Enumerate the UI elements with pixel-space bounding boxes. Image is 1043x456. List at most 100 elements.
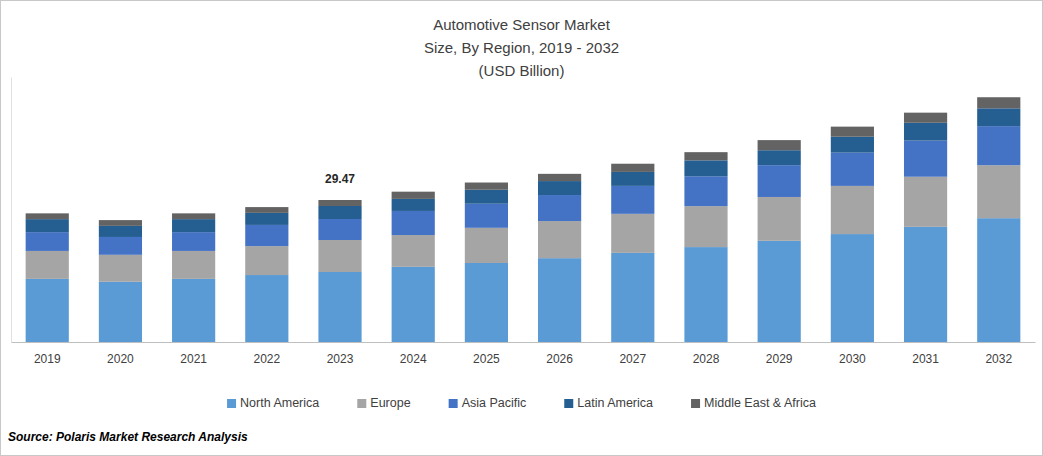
bar-segment (904, 113, 947, 123)
x-tick-label: 2032 (985, 352, 1012, 366)
x-tick: 2032 (985, 352, 1012, 366)
bar-segment (684, 152, 727, 160)
bar-segment (831, 186, 874, 234)
bar-segment (26, 219, 69, 232)
bar-segment (172, 213, 215, 219)
x-tick-label: 2023 (327, 352, 354, 366)
bar-segment (26, 232, 69, 251)
bar-segment (172, 219, 215, 232)
legend-swatch (564, 399, 573, 408)
x-axis: 2019202020212022202320242025202620272028… (12, 343, 1036, 366)
legend-item: Europe (357, 396, 410, 410)
bar-segment (465, 263, 508, 342)
legend-swatch (691, 399, 700, 408)
x-tick: 2023 (327, 352, 354, 366)
x-axis-line (12, 342, 1036, 343)
bar-segment (26, 279, 69, 342)
x-tick-label: 2026 (546, 352, 573, 366)
x-tick: 2030 (839, 352, 866, 366)
legend-label: Latin America (577, 396, 653, 410)
x-tick: 2025 (473, 352, 500, 366)
series-bars (26, 108, 1021, 237)
bar-segment (26, 251, 69, 279)
bar-segment (977, 165, 1020, 218)
series-bars (26, 97, 1021, 226)
bar-segment (758, 241, 801, 342)
bar-segment (245, 213, 288, 225)
y-axis-line (11, 78, 12, 343)
bar-segment (99, 255, 142, 282)
bar-segment (392, 192, 435, 199)
source: Source: Polaris Market Research Analysis (8, 430, 248, 444)
bar-segment (684, 160, 727, 176)
bar-segment (245, 275, 288, 342)
bar-segment (758, 150, 801, 165)
x-tick-label: 2025 (473, 352, 500, 366)
bar-segment (392, 199, 435, 211)
bar-segment (172, 279, 215, 342)
bar-segment (538, 258, 581, 342)
x-tick-label: 2029 (766, 352, 793, 366)
x-tick-label: 2028 (693, 352, 720, 366)
legend-item: Asia Pacific (449, 396, 527, 410)
bar-segment (904, 227, 947, 342)
x-tick: 2028 (693, 352, 720, 366)
x-tick-label: 2021 (180, 352, 207, 366)
x-tick: 2020 (107, 352, 134, 366)
bar-segment (758, 165, 801, 197)
legend-label: Europe (370, 396, 410, 410)
legend: North America Europe Asia Pacific Latin Ame… (227, 396, 816, 410)
bar-segment (538, 195, 581, 221)
y-axis (11, 78, 12, 343)
bar-segment (611, 172, 654, 186)
bar-segment (245, 207, 288, 213)
bar-segment (172, 251, 215, 279)
x-tick: 2031 (912, 352, 939, 366)
series-bars (26, 218, 1021, 342)
x-tick-label: 2030 (839, 352, 866, 366)
bar-segment (99, 237, 142, 255)
bar-segment (318, 240, 361, 272)
bar-segment (831, 153, 874, 186)
bar-segment (99, 226, 142, 237)
x-tick-label: 2022 (253, 352, 280, 366)
bar-segment (684, 176, 727, 206)
bar-segment (831, 234, 874, 342)
bar-segment (538, 181, 581, 195)
title: (USD Billion) (479, 62, 565, 79)
bar-segment (318, 200, 361, 206)
bar-segment (392, 211, 435, 235)
x-tick: 2022 (253, 352, 280, 366)
bar-segment (977, 108, 1020, 126)
legend-swatch (357, 399, 366, 408)
x-tick-label: 2031 (912, 352, 939, 366)
bar-segment (977, 218, 1020, 342)
bar-segment (904, 141, 947, 177)
bar-segment (99, 220, 142, 226)
bar-segment (392, 267, 435, 342)
bar-segment (611, 164, 654, 172)
legend-label: Middle East & Africa (704, 396, 816, 410)
legend-swatch (449, 399, 458, 408)
x-tick-label: 2027 (619, 352, 646, 366)
bar-segment (392, 235, 435, 267)
bar-segment (977, 97, 1020, 108)
x-tick-label: 2024 (400, 352, 427, 366)
bar-segment (245, 225, 288, 246)
bar-segment (245, 246, 288, 275)
legend-label: Asia Pacific (462, 396, 527, 410)
title: Automotive Sensor Market (433, 16, 611, 33)
legend-swatch (227, 399, 236, 408)
bar-segment (318, 206, 361, 219)
bar-segment (684, 247, 727, 342)
bar-segment (831, 127, 874, 137)
bar-segment (904, 123, 947, 141)
legend-label: North America (240, 396, 319, 410)
x-tick: 2021 (180, 352, 207, 366)
bar-segment (538, 174, 581, 181)
bar-segment (611, 186, 654, 214)
bars (26, 97, 1021, 342)
bar-segment (318, 272, 361, 342)
legend-item: Latin America (564, 396, 653, 410)
legend-item: North America (227, 396, 319, 410)
